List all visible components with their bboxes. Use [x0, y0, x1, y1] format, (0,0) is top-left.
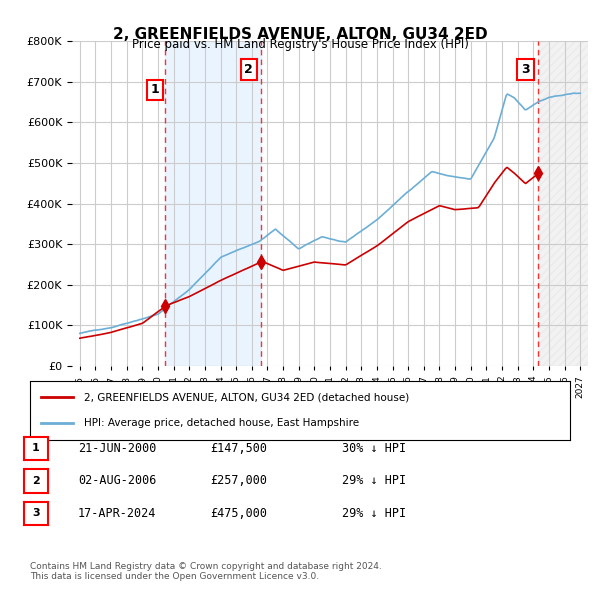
Text: 30% ↓ HPI: 30% ↓ HPI: [342, 442, 406, 455]
Bar: [538, 41, 588, 366]
Text: 02-AUG-2006: 02-AUG-2006: [78, 474, 157, 487]
Text: 3: 3: [521, 63, 530, 76]
Text: 2, GREENFIELDS AVENUE, ALTON, GU34 2ED: 2, GREENFIELDS AVENUE, ALTON, GU34 2ED: [113, 27, 487, 41]
Text: 21-JUN-2000: 21-JUN-2000: [78, 442, 157, 455]
Text: 2: 2: [244, 63, 253, 76]
Text: £147,500: £147,500: [210, 442, 267, 455]
Text: 2: 2: [32, 476, 40, 486]
Text: 1: 1: [151, 83, 159, 97]
Text: 1: 1: [32, 444, 40, 453]
Text: £475,000: £475,000: [210, 507, 267, 520]
Bar: [166, 41, 261, 366]
Text: 29% ↓ HPI: 29% ↓ HPI: [342, 507, 406, 520]
Text: Contains HM Land Registry data © Crown copyright and database right 2024.
This d: Contains HM Land Registry data © Crown c…: [30, 562, 382, 581]
Text: 3: 3: [32, 509, 40, 518]
Text: 29% ↓ HPI: 29% ↓ HPI: [342, 474, 406, 487]
Text: 2, GREENFIELDS AVENUE, ALTON, GU34 2ED (detached house): 2, GREENFIELDS AVENUE, ALTON, GU34 2ED (…: [84, 392, 409, 402]
Text: 17-APR-2024: 17-APR-2024: [78, 507, 157, 520]
Text: HPI: Average price, detached house, East Hampshire: HPI: Average price, detached house, East…: [84, 418, 359, 428]
Text: Price paid vs. HM Land Registry's House Price Index (HPI): Price paid vs. HM Land Registry's House …: [131, 38, 469, 51]
Text: £257,000: £257,000: [210, 474, 267, 487]
